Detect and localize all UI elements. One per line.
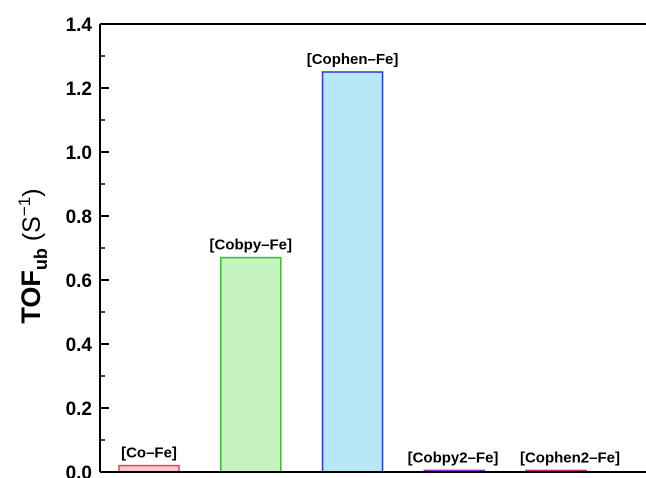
bar-data-label: [Cobpy2–Fe] — [408, 449, 499, 466]
y-tick-label: 1.0 — [66, 143, 92, 164]
y-tick-label: 0.6 — [66, 271, 92, 292]
y-axis-title-main: TOF — [16, 270, 46, 324]
y-axis-title-unit-open: (S — [18, 216, 46, 248]
y-tick-label: 0.2 — [66, 399, 92, 420]
y-axis-title-unit-close: ) — [18, 188, 46, 196]
bar-data-label: [Cophen2–Fe] — [520, 449, 620, 466]
y-axis-title-sub: ub — [31, 248, 51, 270]
bar-data-label: [Co–Fe] — [121, 445, 177, 462]
bar — [220, 256, 282, 473]
y-tick-label: 0.0 — [66, 463, 92, 478]
bar-data-label: [Cophen–Fe] — [307, 51, 399, 68]
bar — [321, 71, 384, 473]
y-axis-title: TOFub (S−1) — [15, 188, 51, 323]
y-tick-label: 1.2 — [66, 79, 92, 100]
y-axis-ticks: 0.0 0.2 0.4 0.6 0.8 1.0 1.2 1.4 — [66, 15, 109, 478]
bars — [118, 71, 587, 473]
y-axis-title-unit-sup: −1 — [15, 197, 34, 216]
y-tick-label: 1.4 — [66, 15, 93, 36]
bar-labels: [Co–Fe] [Cobpy–Fe] [Cophen–Fe] [Cobpy2–Fe] [… — [121, 51, 620, 466]
y-tick-label: 0.8 — [66, 207, 92, 228]
y-tick-label: 0.4 — [66, 335, 93, 356]
bar-data-label: [Cobpy–Fe] — [210, 237, 293, 254]
